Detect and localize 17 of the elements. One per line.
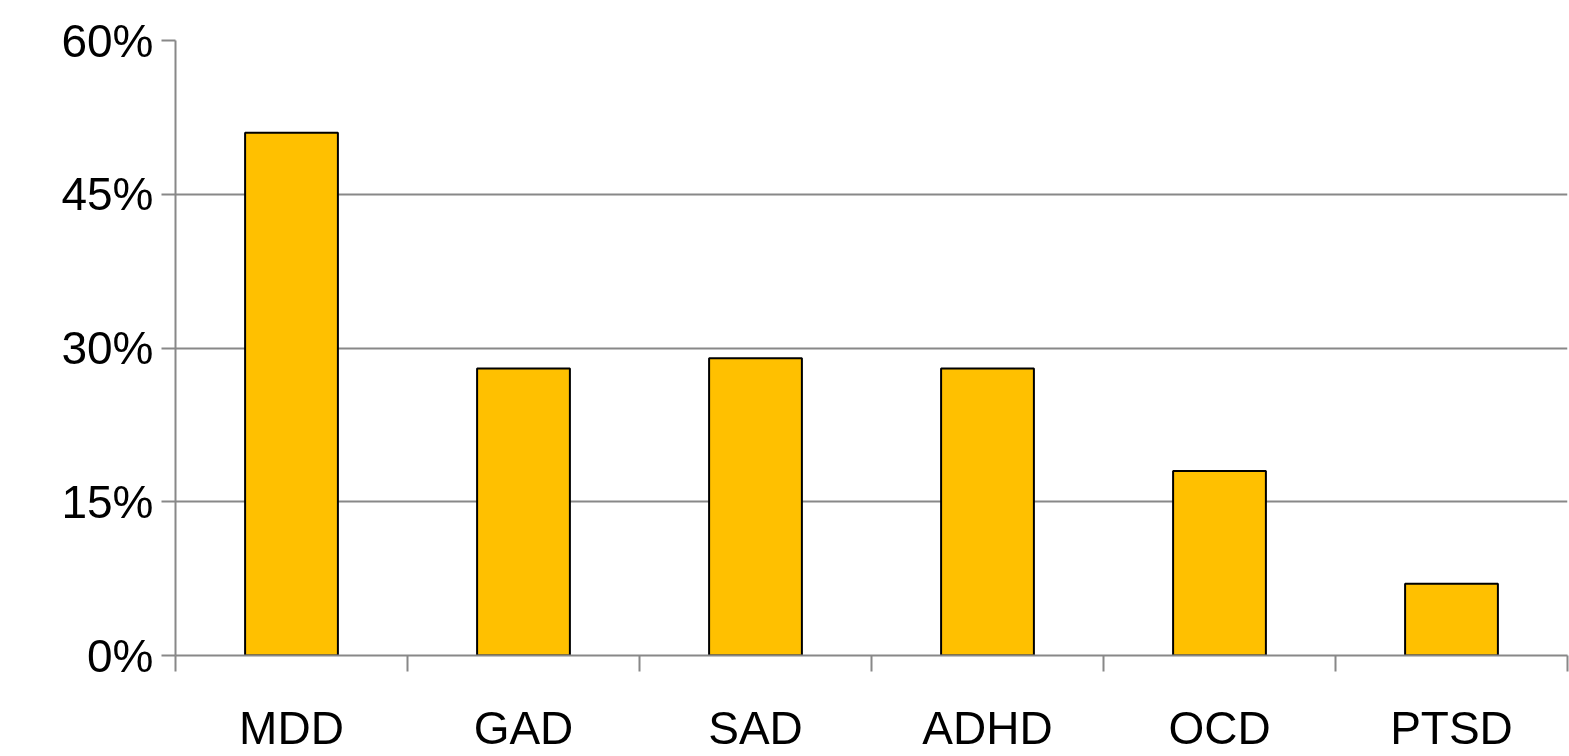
x-tick-label: OCD — [1168, 701, 1271, 754]
bar — [476, 367, 571, 656]
y-tick-label: 15% — [61, 475, 154, 528]
bar — [244, 131, 339, 656]
x-tick-label: GAD — [473, 701, 574, 754]
y-tick-label: 45% — [61, 168, 154, 221]
y-tick-label: 60% — [61, 14, 154, 67]
bar — [940, 367, 1035, 656]
bar — [1172, 470, 1267, 656]
x-tick-label: SAD — [708, 701, 803, 754]
x-tick-label: MDD — [239, 701, 344, 754]
y-tick-label: 0% — [87, 629, 154, 682]
y-tick-label: 30% — [61, 322, 154, 374]
x-tick-label: ADHD — [922, 701, 1053, 754]
x-tick-label: PTSD — [1390, 701, 1513, 754]
bar — [1404, 582, 1499, 656]
bar — [708, 357, 803, 656]
